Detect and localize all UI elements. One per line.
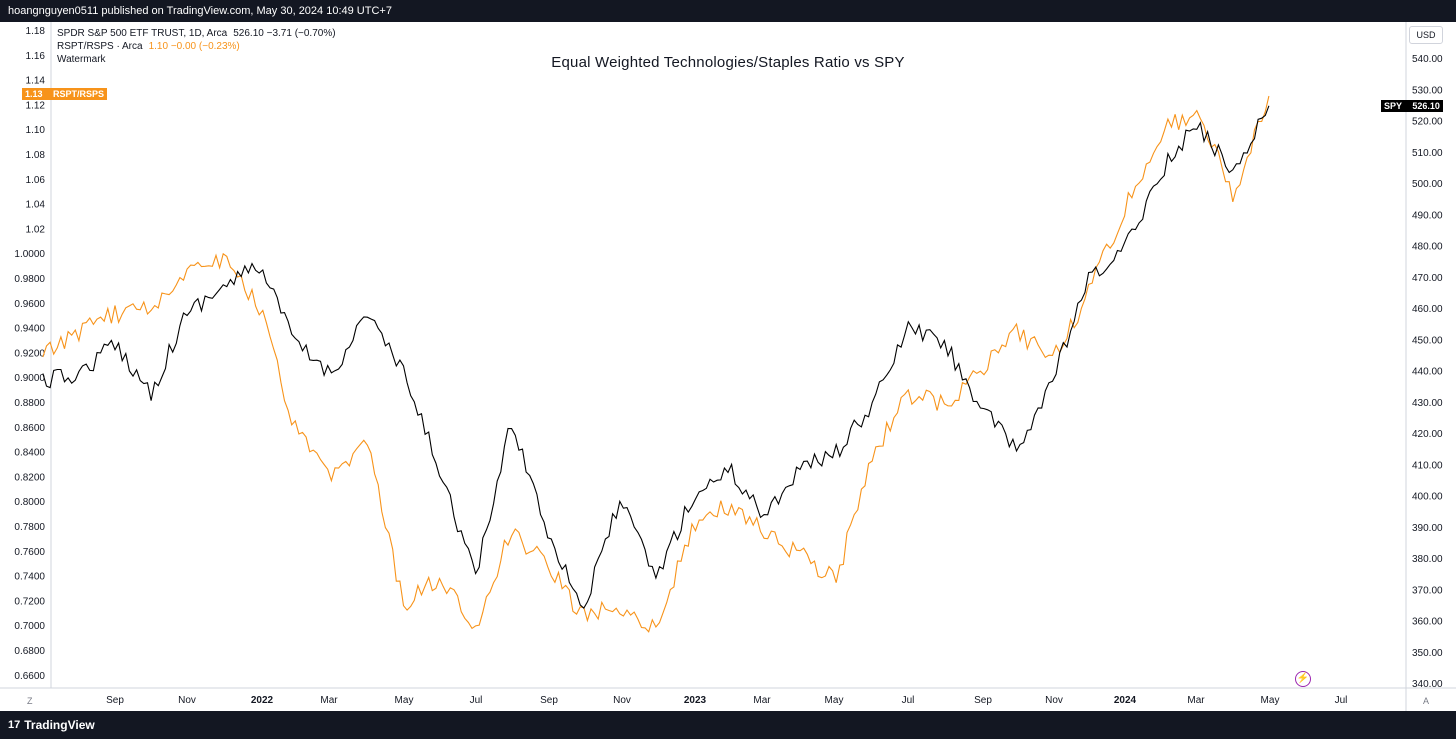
time-axis-tick-label: Jul <box>470 695 483 706</box>
right-axis-tick-label: 340.00 <box>1412 679 1443 690</box>
time-axis-tick-label: Jul <box>1335 695 1348 706</box>
left-axis-tick-label: 0.9200 <box>14 348 45 359</box>
left-axis-tick-label: 0.6800 <box>14 646 45 657</box>
time-axis-tick-label: May <box>825 695 844 706</box>
right-axis-ticks: 540.00 530.00 520.00 510.00 500.00 490.00 480.… <box>1412 54 1443 690</box>
spy-tag-value: 526.10 <box>1412 101 1440 111</box>
right-axis-tick-label: 460.00 <box>1412 304 1443 315</box>
right-axis-tick-label: 380.00 <box>1412 554 1443 565</box>
left-axis-tick-label: 0.8600 <box>14 423 45 434</box>
time-axis-tick-label: Sep <box>974 695 992 706</box>
publisher-bar: hoangnguyen0511 published on TradingView… <box>0 0 1456 22</box>
left-axis-tick-label: 0.7800 <box>14 522 45 533</box>
time-axis-tick-label: Mar <box>320 695 338 706</box>
chart-legend: SPDR S&P 500 ETF TRUST, 1D, Arca 526.10 −… <box>57 27 336 66</box>
left-axis-tick-label: 1.18 <box>26 26 46 37</box>
tradingview-logo[interactable]: 17 TradingView <box>8 718 95 732</box>
left-axis-tick-label: 1.12 <box>26 100 46 111</box>
left-axis-tick-label: 1.16 <box>26 51 46 62</box>
left-axis-tick-label: 0.7400 <box>14 572 45 583</box>
time-axis-tick-label: Sep <box>106 695 124 706</box>
lightning-icon[interactable]: ⚡ <box>1295 671 1311 687</box>
left-axis-tick-label: 0.9800 <box>14 274 45 285</box>
left-axis-tick-label: 0.8800 <box>14 398 45 409</box>
right-axis-tick-label: 470.00 <box>1412 273 1443 284</box>
right-axis-tick-label: 510.00 <box>1412 148 1443 159</box>
right-axis-tick-label: 450.00 <box>1412 335 1443 346</box>
right-axis-tick-label: 410.00 <box>1412 460 1443 471</box>
right-axis-tick-label: 390.00 <box>1412 523 1443 534</box>
time-axis-tick-label: May <box>395 695 414 706</box>
spy-tag-name: SPY <box>1384 101 1402 111</box>
left-axis-tick-label: 0.6600 <box>14 671 45 682</box>
chart-frame[interactable]: 1.18 1.16 1.14 1.12 1.10 1.08 1.06 1.04 1.02 1.00… <box>0 22 1456 711</box>
time-axis-tick-label: Mar <box>753 695 771 706</box>
left-axis-tag-ratio: 1.13 RSPT/RSPS <box>22 88 108 100</box>
time-axis-tick-label: Nov <box>613 695 631 706</box>
right-axis-tick-label: 440.00 <box>1412 367 1443 378</box>
ratio-tag-value: 1.13 <box>25 89 43 99</box>
time-axis-tick-label: Nov <box>1045 695 1063 706</box>
z-button[interactable]: Z <box>27 696 33 706</box>
left-axis-tick-label: 0.7600 <box>14 547 45 558</box>
right-axis-tick-label: 430.00 <box>1412 398 1443 409</box>
time-axis-tick-label: Nov <box>178 695 196 706</box>
right-axis-tick-label: 500.00 <box>1412 179 1443 190</box>
legend-compare-symbol: RSPT/RSPS · Arca <box>57 41 143 52</box>
legend-watermark: Watermark <box>57 54 106 65</box>
left-axis-tick-label: 0.9400 <box>14 324 45 335</box>
footer-bar: 17 TradingView <box>0 711 1456 739</box>
left-axis-tick-label: 1.0000 <box>14 249 45 260</box>
right-axis-tick-label: 520.00 <box>1412 117 1443 128</box>
left-axis-tick-label: 1.10 <box>26 125 46 136</box>
left-axis-tick-label: 1.08 <box>26 150 46 161</box>
right-axis-tag-spy: SPY 526.10 <box>1381 100 1443 112</box>
left-axis-tick-label: 0.7200 <box>14 596 45 607</box>
left-axis-tick-label: 0.9000 <box>14 373 45 384</box>
right-axis-tick-label: 540.00 <box>1412 54 1443 65</box>
left-axis-ticks: 1.18 1.16 1.14 1.12 1.10 1.08 1.06 1.04 1.02 1.00… <box>14 26 45 682</box>
currency-button[interactable]: USD <box>1409 26 1443 44</box>
time-axis-tick-label: Mar <box>1187 695 1205 706</box>
published-text: hoangnguyen0511 published on TradingView… <box>8 5 392 17</box>
right-axis-tick-label: 490.00 <box>1412 210 1443 221</box>
left-axis-tick-label: 1.06 <box>26 175 46 186</box>
time-axis-tick-label: 2024 <box>1114 695 1137 706</box>
series-line-ratio <box>42 95 1270 633</box>
time-axis-tick-label: May <box>1261 695 1280 706</box>
right-axis-tick-label: 360.00 <box>1412 617 1443 628</box>
left-axis-tick-label: 0.8400 <box>14 448 45 459</box>
time-axis-tick-label: Jul <box>902 695 915 706</box>
right-axis-tick-label: 420.00 <box>1412 429 1443 440</box>
time-axis-ticks: Sep Nov 2022 Mar May Jul Sep Nov 2023 Mar May Jul Se… <box>106 695 1347 706</box>
auto-scale-button[interactable]: A <box>1423 696 1430 706</box>
legend-main-values: 526.10 −3.71 (−0.70%) <box>233 28 336 39</box>
chart-canvas[interactable]: 1.18 1.16 1.14 1.12 1.10 1.08 1.06 1.04 1.02 1.00… <box>0 22 1456 711</box>
chart-title: Equal Weighted Technologies/Staples Rati… <box>551 54 905 71</box>
series-line-spy <box>42 105 1270 609</box>
time-axis-tick-label: 2023 <box>684 695 707 706</box>
left-axis-tick-label: 0.8200 <box>14 472 45 483</box>
right-axis-tick-label: 350.00 <box>1412 648 1443 659</box>
right-axis-tick-label: 400.00 <box>1412 492 1443 503</box>
time-axis-tick-label: Sep <box>540 695 558 706</box>
ratio-tag-name: RSPT/RSPS <box>53 89 105 99</box>
right-axis-tick-label: 530.00 <box>1412 85 1443 96</box>
left-axis-tick-label: 0.7000 <box>14 621 45 632</box>
tradingview-brand: TradingView <box>24 718 95 732</box>
right-axis-tick-label: 370.00 <box>1412 585 1443 596</box>
legend-compare-values: 1.10 −0.00 (−0.23%) <box>148 41 240 52</box>
left-axis-tick-label: 1.14 <box>26 76 46 87</box>
left-axis-tick-label: 1.04 <box>26 200 46 211</box>
time-axis-tick-label: 2022 <box>251 695 274 706</box>
tradingview-logo-icon: 17 <box>8 719 21 731</box>
right-axis-tick-label: 480.00 <box>1412 242 1443 253</box>
left-axis-tick-label: 0.9600 <box>14 299 45 310</box>
legend-main-symbol: SPDR S&P 500 ETF TRUST, 1D, Arca <box>57 28 228 39</box>
left-axis-tick-label: 0.8000 <box>14 497 45 508</box>
left-axis-tick-label: 1.02 <box>26 224 46 235</box>
